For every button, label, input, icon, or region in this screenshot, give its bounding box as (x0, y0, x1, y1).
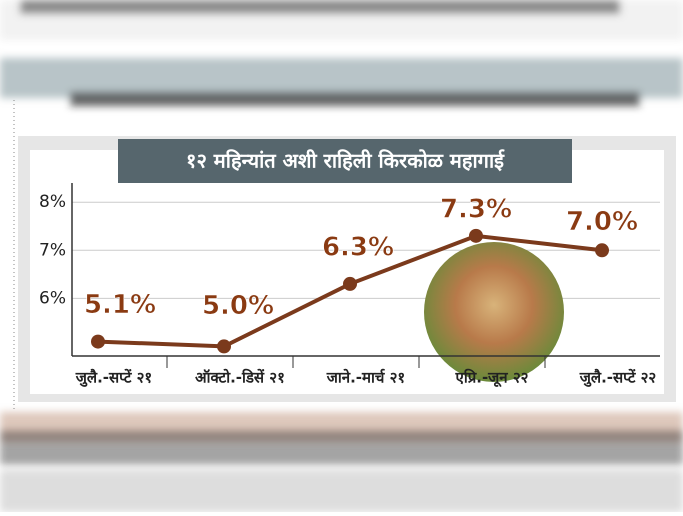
value-label: 6.3% (322, 232, 394, 262)
y-tick-label: 7% (39, 240, 66, 260)
point (595, 243, 609, 258)
point (469, 228, 483, 243)
cart-illustration (424, 242, 564, 382)
chart-title: १२ महिन्यांत अशी राहिली किरकोळ महागाई (186, 149, 505, 173)
y-tick-label: 8% (39, 192, 66, 212)
value-label: 7.0% (566, 207, 638, 237)
x-tick-label: जुलै.-सप्टें २२ (579, 369, 656, 388)
x-tick-label: ऑक्टो.-डिसें २१ (195, 369, 285, 387)
x-tick-label: जुलै.-सप्टें २१ (75, 369, 152, 388)
value-label: 5.0% (202, 291, 274, 321)
y-tick-label: 6% (39, 288, 66, 308)
x-tick-label: एप्रि.-जून २२ (455, 369, 529, 388)
point (217, 339, 231, 354)
value-label: 7.3% (440, 194, 512, 224)
title-box (118, 139, 572, 183)
value-label: 5.1% (84, 290, 156, 320)
x-tick-label: जाने.-मार्च २१ (326, 369, 405, 387)
point (91, 334, 105, 349)
point (343, 276, 357, 291)
plot-bg (30, 150, 664, 394)
